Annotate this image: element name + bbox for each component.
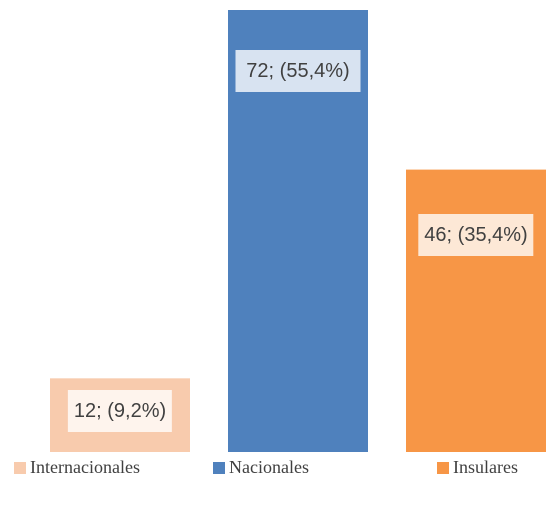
legend-label: Insulares bbox=[453, 457, 518, 477]
data-label: 12; (9,2%) bbox=[67, 389, 173, 432]
bar bbox=[406, 169, 546, 452]
legend-label: Nacionales bbox=[229, 457, 309, 477]
legend-swatch bbox=[213, 462, 225, 474]
legend-swatch bbox=[14, 462, 26, 474]
data-label: 72; (55,4%) bbox=[235, 50, 361, 92]
data-label: 46; (35,4%) bbox=[418, 213, 534, 256]
legend-label: Internacionales bbox=[30, 457, 140, 477]
legend-swatch bbox=[437, 462, 449, 474]
